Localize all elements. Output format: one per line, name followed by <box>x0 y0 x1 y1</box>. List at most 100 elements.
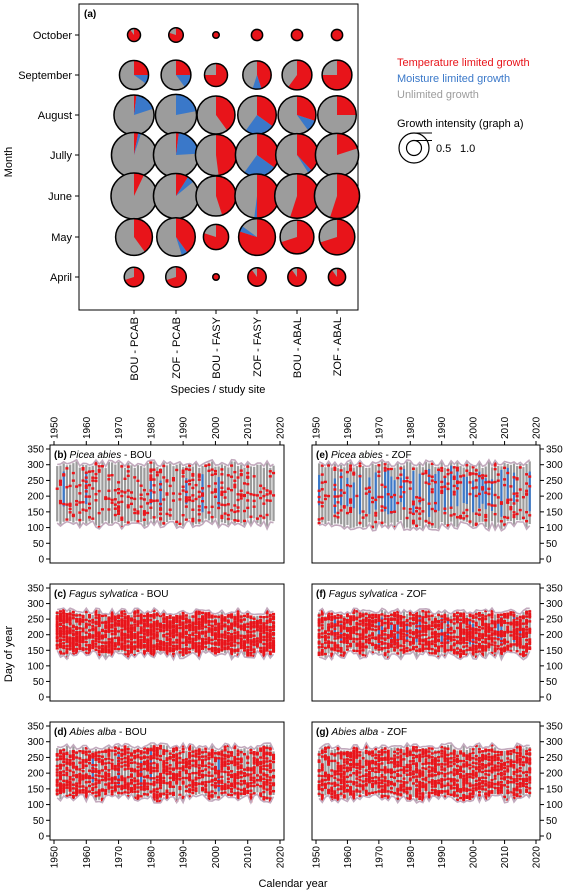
temperature-day <box>162 641 166 644</box>
temperature-day <box>386 620 390 623</box>
temperature-day <box>104 635 108 639</box>
temperature-day <box>94 645 98 648</box>
temperature-day <box>268 766 272 770</box>
temperature-day <box>191 791 195 795</box>
temperature-day <box>97 489 101 493</box>
season-bar <box>256 464 259 523</box>
temperature-day <box>65 503 69 506</box>
temperature-day <box>217 501 221 505</box>
temperature-day <box>361 786 365 789</box>
temperature-day <box>358 627 362 630</box>
temperature-day <box>421 781 425 785</box>
temperature-day <box>358 649 362 653</box>
temperature-day <box>377 636 381 639</box>
temperature-day <box>171 624 175 628</box>
temperature-day <box>499 630 503 633</box>
temperature-day <box>236 616 240 620</box>
temperature-day <box>107 772 111 776</box>
temperature-day <box>377 464 381 467</box>
temperature-day <box>355 781 359 784</box>
temperature-day <box>175 616 179 620</box>
temperature-day <box>374 520 378 524</box>
temperature-day <box>367 751 371 754</box>
temperature-day <box>62 644 66 648</box>
temperature-day <box>265 626 269 630</box>
temperature-day <box>259 635 263 638</box>
temperature-day <box>437 632 441 636</box>
temperature-day <box>142 488 146 492</box>
temperature-day <box>55 629 59 632</box>
temperature-day <box>333 645 337 648</box>
temperature-day <box>389 632 393 635</box>
temperature-day <box>468 639 472 642</box>
temperature-day <box>78 789 82 792</box>
temperature-day <box>162 765 166 769</box>
temperature-day <box>474 522 478 526</box>
temperature-day <box>327 790 331 793</box>
temperature-day <box>352 794 356 798</box>
temperature-day <box>455 651 459 654</box>
temperature-day <box>165 620 169 623</box>
temperature-day <box>371 642 375 645</box>
temperature-day <box>139 613 143 616</box>
temperature-day <box>78 518 82 522</box>
temperature-day <box>204 780 208 784</box>
temperature-day <box>265 611 269 615</box>
temperature-day <box>62 624 66 627</box>
temperature-day <box>142 644 146 647</box>
temperature-day <box>449 471 453 474</box>
temperature-day <box>487 503 491 506</box>
temperature-day <box>149 636 153 639</box>
temperature-day <box>191 628 195 632</box>
temperature-day <box>181 765 185 768</box>
temperature-day <box>317 653 321 657</box>
temperature-day <box>123 749 127 753</box>
temperature-day <box>512 622 516 626</box>
temperature-day <box>71 757 75 761</box>
temperature-day <box>123 642 127 645</box>
temperature-day <box>159 468 163 472</box>
temperature-day <box>87 645 92 649</box>
moisture-segment <box>497 620 500 639</box>
temperature-day <box>377 495 381 499</box>
temperature-day <box>490 504 494 507</box>
temperature-day <box>509 630 513 634</box>
temperature-day <box>126 791 130 794</box>
temperature-day <box>120 749 124 752</box>
temperature-day <box>191 623 195 626</box>
temperature-day <box>430 507 434 511</box>
temperature-day <box>210 638 214 642</box>
temperature-day <box>142 653 146 657</box>
temperature-day <box>197 478 201 481</box>
temperature-day <box>525 632 529 636</box>
temperature-day <box>503 515 507 519</box>
temperature-day <box>188 496 192 499</box>
temperature-day <box>477 617 481 621</box>
temperature-day <box>220 627 224 630</box>
temperature-day <box>521 615 525 618</box>
pie-chart <box>281 59 313 91</box>
temperature-day <box>512 502 516 505</box>
temperature-day <box>233 776 237 780</box>
temperature-day <box>126 640 130 643</box>
temperature-day <box>427 750 431 753</box>
temperature-day <box>197 769 201 773</box>
temperature-day <box>355 610 359 613</box>
temperature-day <box>259 629 263 633</box>
temperature-day <box>200 630 205 634</box>
temperature-day <box>84 490 88 493</box>
temperature-day <box>117 781 121 784</box>
temperature-day <box>223 762 227 765</box>
temperature-day <box>87 635 92 638</box>
temperature-day <box>320 749 324 752</box>
temperature-day <box>352 798 356 801</box>
pie-temperature-slice <box>166 266 187 288</box>
temperature-day <box>155 640 159 643</box>
pie-temperature-slice <box>287 267 307 287</box>
temperature-day <box>168 781 172 784</box>
season-bar <box>227 745 230 796</box>
temperature-day <box>233 624 237 627</box>
temperature-day <box>113 788 117 791</box>
temperature-day <box>165 616 169 619</box>
temperature-day <box>440 480 444 484</box>
